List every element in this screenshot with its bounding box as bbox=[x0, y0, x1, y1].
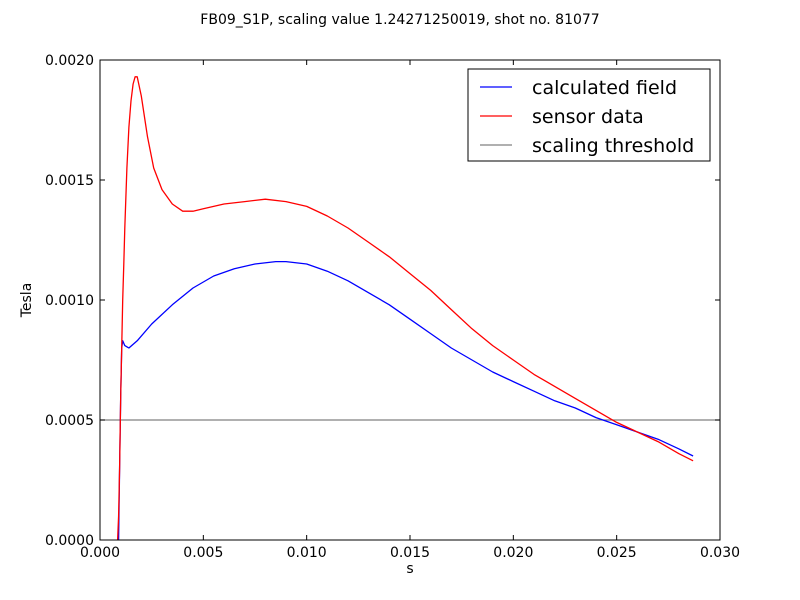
legend-entries: calculated field sensor data scaling thres… bbox=[480, 77, 694, 157]
x-tick-label: 0.000 bbox=[80, 545, 120, 561]
y-tick-label: 0.0000 bbox=[45, 533, 94, 549]
chart-title: FB09_S1P, scaling value 1.24271250019, s… bbox=[200, 12, 599, 28]
y-tick-label: 0.0005 bbox=[45, 413, 94, 429]
x-tick-label: 0.025 bbox=[597, 545, 637, 561]
series-line-sensor-data bbox=[116, 76, 694, 540]
x-tick-label: 0.020 bbox=[493, 545, 533, 561]
legend-label-calculated-field: calculated field bbox=[532, 77, 677, 99]
legend-label-sensor-data: sensor data bbox=[532, 106, 644, 128]
legend-box bbox=[467, 68, 711, 162]
y-tick-label: 0.0020 bbox=[45, 53, 94, 69]
legend-label-scaling-threshold: scaling threshold bbox=[532, 135, 694, 157]
ticks-layer: 0.000 0.005 0.010 0.015 0.020 0.025 0.030 0.000… bbox=[45, 53, 740, 561]
x-tick-label: 0.030 bbox=[700, 545, 740, 561]
y-tick-label: 0.0010 bbox=[45, 293, 94, 309]
y-axis-label: Tesla bbox=[19, 283, 35, 319]
x-tick-label: 0.010 bbox=[287, 545, 327, 561]
series-line-calculated-field bbox=[117, 260, 694, 540]
y-tick-label: 0.0015 bbox=[45, 173, 94, 189]
series-layer bbox=[100, 76, 720, 540]
x-tick-label: 0.015 bbox=[390, 545, 430, 561]
x-tick-label: 0.005 bbox=[183, 545, 223, 561]
x-axis-label: s bbox=[406, 561, 413, 577]
legend: calculated field sensor data scaling thres… bbox=[467, 68, 711, 162]
